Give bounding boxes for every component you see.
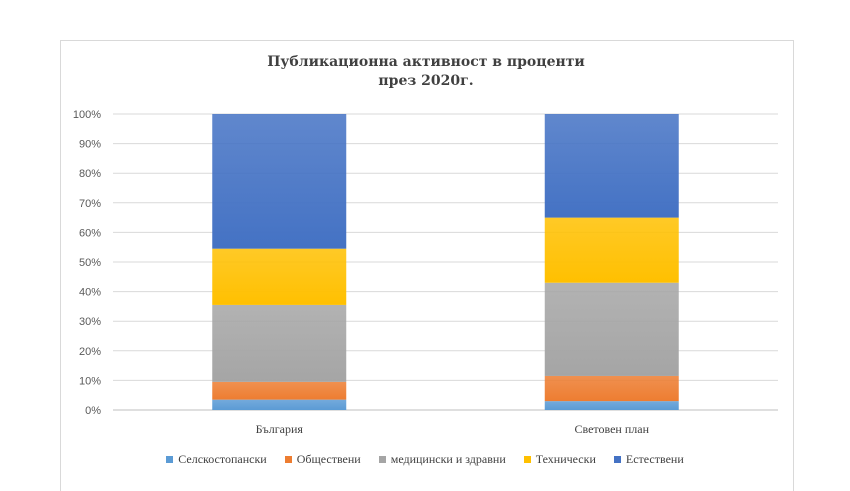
bar-segment <box>544 401 679 410</box>
legend-swatch <box>613 456 621 463</box>
chart-title-line-1: Публикационна активност в проценти <box>267 54 585 70</box>
legend-label: Технически <box>535 452 596 466</box>
bar-segment <box>544 217 679 283</box>
bar-segment <box>544 375 679 402</box>
plot-area: 0% 10% 20% 30% 40% 50% 60% 70% 80% 90% 100% Българи… <box>73 109 778 436</box>
legend-label: Обществени <box>296 452 361 466</box>
y-tick-label: 90% <box>79 139 101 151</box>
legend-label: медицински и здравни <box>390 452 506 466</box>
x-category-label: България <box>256 422 304 436</box>
legend-swatch <box>378 456 386 463</box>
chart-title-line-2: през 2020г. <box>378 73 474 89</box>
y-tick-label: 0% <box>85 405 101 417</box>
bar-segment <box>212 399 347 410</box>
bar-segment <box>544 282 679 376</box>
legend-swatch <box>284 456 292 463</box>
y-tick-label: 10% <box>79 375 101 387</box>
legend-item: Естествени <box>613 452 684 467</box>
bar-segment <box>544 114 679 218</box>
x-category-label: Световен план <box>574 422 649 436</box>
bar-segment <box>212 381 347 400</box>
legend-item: Селскостопански <box>166 452 267 467</box>
bar-segment <box>212 304 347 382</box>
legend: Селскостопански Обществени медицински и зд… <box>0 452 850 467</box>
legend-item: медицински и здравни <box>378 452 506 467</box>
legend-swatch <box>523 456 531 463</box>
y-tick-label: 70% <box>79 198 101 210</box>
legend-label: Естествени <box>625 452 684 466</box>
legend-swatch <box>166 456 174 463</box>
legend-item: Обществени <box>284 452 361 467</box>
y-tick-label: 50% <box>79 257 101 269</box>
legend-item: Технически <box>523 452 596 467</box>
chart-title: Публикационна активност в проценти през … <box>60 53 792 91</box>
y-tick-label: 60% <box>79 227 101 239</box>
legend-label: Селскостопански <box>178 452 267 466</box>
bar-segment <box>212 248 347 305</box>
y-tick-label: 80% <box>79 168 101 180</box>
y-tick-label: 30% <box>79 316 101 328</box>
y-tick-label: 100% <box>73 109 101 121</box>
y-tick-label: 20% <box>79 346 101 358</box>
bar-segment <box>212 114 347 249</box>
y-tick-label: 40% <box>79 287 101 299</box>
